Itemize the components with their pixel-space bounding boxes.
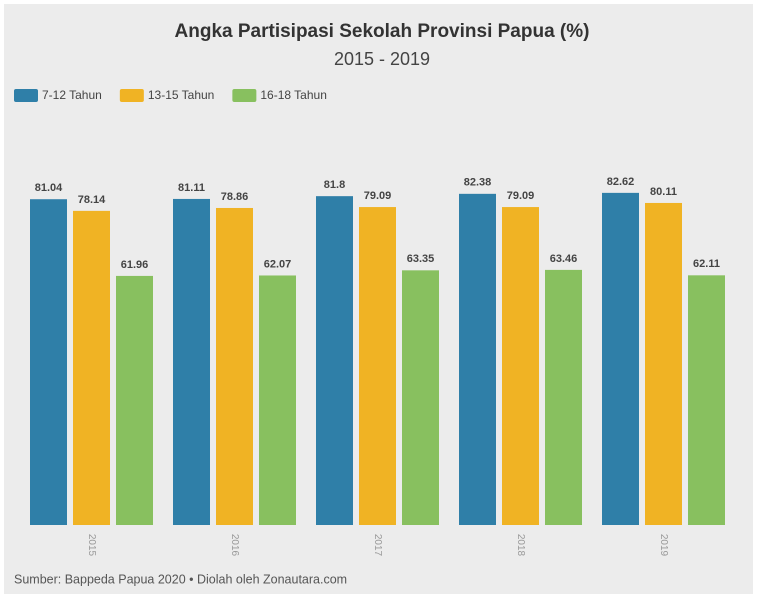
legend-swatch xyxy=(14,89,38,102)
value-label: 62.11 xyxy=(693,258,720,270)
x-tick-label: 2017 xyxy=(372,534,383,557)
bar xyxy=(173,198,210,525)
x-tick-label: 2018 xyxy=(515,534,526,557)
value-label: 82.38 xyxy=(464,177,492,189)
value-label: 81.8 xyxy=(324,179,345,191)
bar xyxy=(602,192,639,525)
value-label: 61.96 xyxy=(121,259,149,271)
bar xyxy=(316,196,353,525)
bar xyxy=(216,207,253,526)
bar xyxy=(30,199,67,526)
x-tick-label: 2015 xyxy=(86,534,97,557)
legend-label: 13-15 Tahun xyxy=(148,88,215,102)
legend-swatch xyxy=(232,89,257,102)
bar xyxy=(459,193,496,525)
legend-swatch xyxy=(119,89,144,102)
chart-title: Angka Partisipasi Sekolah Provinsi Papua… xyxy=(175,21,590,42)
bar xyxy=(73,210,110,525)
chart-subtitle: 2015 - 2019 xyxy=(334,49,430,69)
value-label: 82.62 xyxy=(607,176,635,188)
legend-label: 16-18 Tahun xyxy=(260,88,327,102)
bar xyxy=(688,275,725,525)
value-label: 78.86 xyxy=(221,191,249,203)
value-label: 81.04 xyxy=(35,182,63,194)
bar xyxy=(116,275,153,525)
bar xyxy=(645,202,682,525)
bar xyxy=(259,275,296,525)
value-label: 63.35 xyxy=(407,253,435,265)
source: Sumber: Bappeda Papua 2020 • Diolah oleh… xyxy=(14,572,347,586)
x-tick-label: 2016 xyxy=(229,534,240,557)
value-label: 81.11 xyxy=(178,182,205,194)
value-label: 79.09 xyxy=(364,190,392,202)
bar xyxy=(502,207,539,525)
value-label: 80.11 xyxy=(650,186,677,198)
value-label: 62.07 xyxy=(264,258,292,270)
value-label: 63.46 xyxy=(550,253,578,265)
legend-label: 7-12 Tahun xyxy=(42,88,102,102)
bar xyxy=(359,207,396,525)
x-tick-label: 2019 xyxy=(658,534,669,557)
bar xyxy=(545,269,582,525)
bar xyxy=(402,270,439,525)
value-label: 79.09 xyxy=(507,190,535,202)
value-label: 78.14 xyxy=(78,194,106,206)
